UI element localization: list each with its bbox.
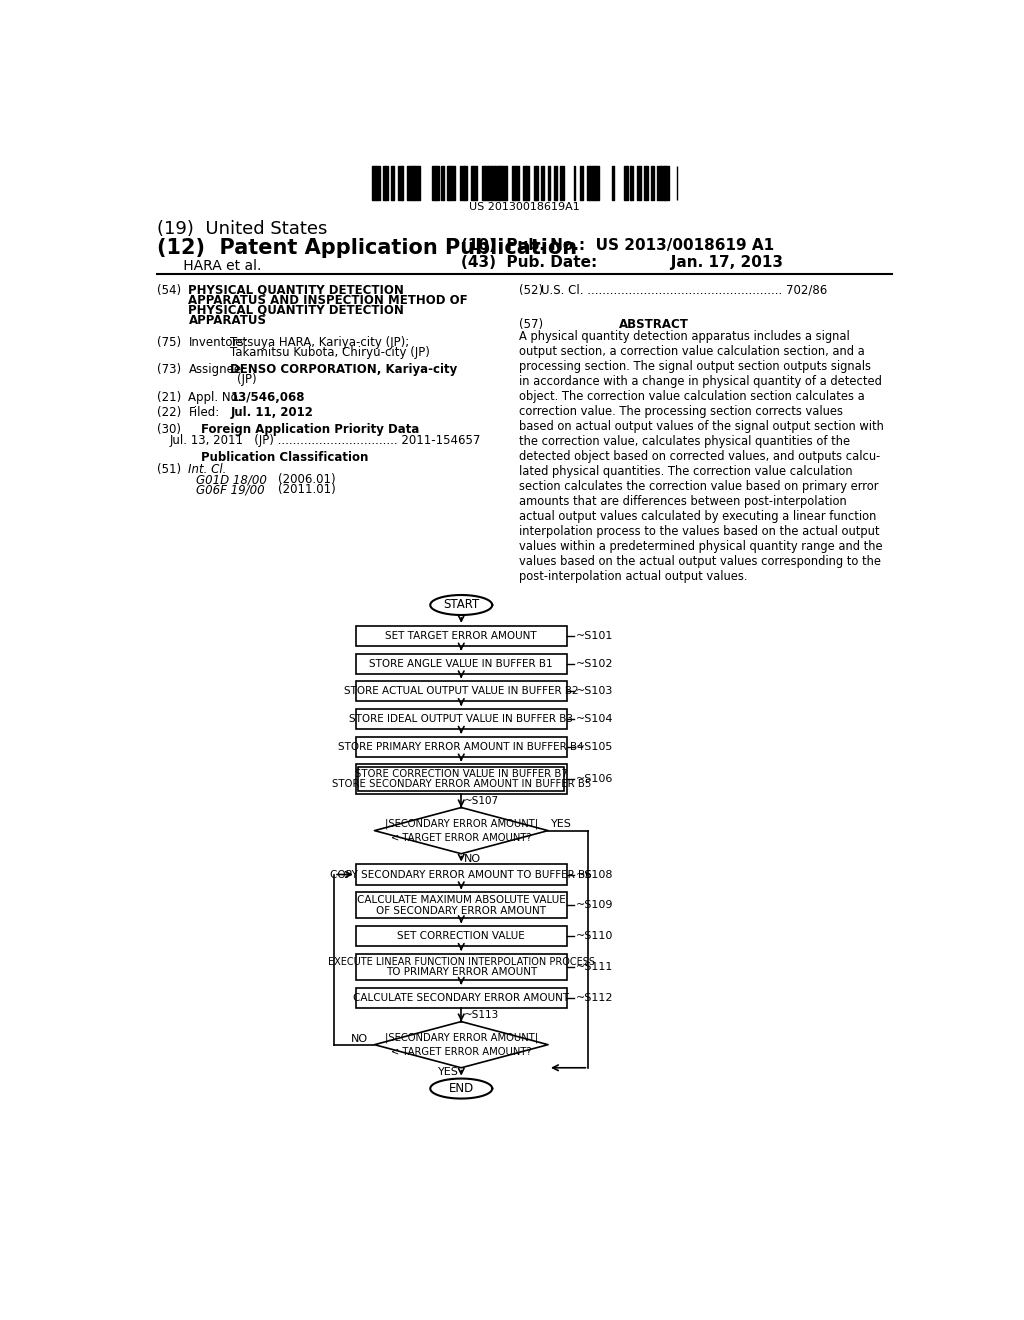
Text: STORE PRIMARY ERROR AMOUNT IN BUFFER B4: STORE PRIMARY ERROR AMOUNT IN BUFFER B4 <box>338 742 584 751</box>
Text: ~S105: ~S105 <box>575 742 613 751</box>
Text: STORE IDEAL OUTPUT VALUE IN BUFFER B3: STORE IDEAL OUTPUT VALUE IN BUFFER B3 <box>349 714 573 723</box>
Polygon shape <box>430 1078 493 1098</box>
Text: G06F 19/00: G06F 19/00 <box>197 483 265 496</box>
Text: ~S112: ~S112 <box>575 993 613 1003</box>
Text: COPY SECONDARY ERROR AMOUNT TO BUFFER B6: COPY SECONDARY ERROR AMOUNT TO BUFFER B6 <box>331 870 592 879</box>
Text: Tetsuya HARA, Kariya-city (JP);: Tetsuya HARA, Kariya-city (JP); <box>230 337 410 350</box>
Text: SET CORRECTION VALUE: SET CORRECTION VALUE <box>397 931 525 941</box>
Text: YES: YES <box>551 820 572 829</box>
Text: Jul. 11, 2012: Jul. 11, 2012 <box>230 407 313 420</box>
Text: HARA et al.: HARA et al. <box>158 259 262 272</box>
Text: STORE ANGLE VALUE IN BUFFER B1: STORE ANGLE VALUE IN BUFFER B1 <box>370 659 553 668</box>
Text: APPARATUS: APPARATUS <box>188 314 266 327</box>
Text: ~S104: ~S104 <box>575 714 613 723</box>
Bar <box>356 737 566 756</box>
Text: (22): (22) <box>158 407 181 420</box>
Text: ~S107: ~S107 <box>464 796 500 807</box>
Text: (2011.01): (2011.01) <box>278 483 335 496</box>
Text: (19)  United States: (19) United States <box>158 220 328 238</box>
Text: START: START <box>443 598 479 611</box>
Polygon shape <box>430 595 493 615</box>
Text: US 20130018619A1: US 20130018619A1 <box>469 202 581 213</box>
Text: Jul. 13, 2011   (JP) ................................ 2011-154657: Jul. 13, 2011 (JP) .....................… <box>170 434 481 447</box>
Text: (51): (51) <box>158 463 181 477</box>
Text: STORE ACTUAL OUTPUT VALUE IN BUFFER B2: STORE ACTUAL OUTPUT VALUE IN BUFFER B2 <box>344 686 579 696</box>
Text: OF SECONDARY ERROR AMOUNT: OF SECONDARY ERROR AMOUNT <box>376 906 546 916</box>
Text: SET TARGET ERROR AMOUNT: SET TARGET ERROR AMOUNT <box>385 631 537 640</box>
Text: EXECUTE LINEAR FUNCTION INTERPOLATION PROCESS: EXECUTE LINEAR FUNCTION INTERPOLATION PR… <box>328 957 595 966</box>
Text: ABSTRACT: ABSTRACT <box>618 318 688 331</box>
Text: ~S106: ~S106 <box>575 774 613 784</box>
Text: A physical quantity detection apparatus includes a signal
output section, a corr: A physical quantity detection apparatus … <box>519 330 885 583</box>
Text: Foreign Application Priority Data: Foreign Application Priority Data <box>201 424 419 437</box>
Text: CALCULATE SECONDARY ERROR AMOUNT: CALCULATE SECONDARY ERROR AMOUNT <box>353 993 569 1003</box>
Text: ~S111: ~S111 <box>575 962 613 972</box>
Text: ~S110: ~S110 <box>575 931 613 941</box>
Text: Takamitsu Kubota, Chiryu-city (JP): Takamitsu Kubota, Chiryu-city (JP) <box>230 346 430 359</box>
Text: NO: NO <box>464 854 481 865</box>
Bar <box>358 767 564 792</box>
Text: |SECONDARY ERROR AMOUNT|: |SECONDARY ERROR AMOUNT| <box>385 1032 538 1043</box>
Bar <box>356 681 566 701</box>
Text: Filed:: Filed: <box>188 407 220 420</box>
Text: NO: NO <box>351 1034 369 1044</box>
Text: (JP): (JP) <box>237 374 256 387</box>
Text: (57): (57) <box>519 318 544 331</box>
Text: (2006.01): (2006.01) <box>278 474 335 486</box>
Text: U.S. Cl. .................................................... 702/86: U.S. Cl. ...............................… <box>541 284 827 297</box>
Text: (21): (21) <box>158 391 181 404</box>
Text: Publication Classification: Publication Classification <box>201 451 369 465</box>
Text: G01D 18/00: G01D 18/00 <box>197 474 267 486</box>
Text: ~S108: ~S108 <box>575 870 613 879</box>
Text: PHYSICAL QUANTITY DETECTION: PHYSICAL QUANTITY DETECTION <box>188 284 404 297</box>
Bar <box>356 709 566 729</box>
Bar <box>356 927 566 946</box>
Text: (12)  Patent Application Publication: (12) Patent Application Publication <box>158 239 578 259</box>
Text: DENSO CORPORATION, Kariya-city: DENSO CORPORATION, Kariya-city <box>230 363 458 376</box>
Text: < TARGET ERROR AMOUNT?: < TARGET ERROR AMOUNT? <box>391 1047 531 1056</box>
Text: ~S113: ~S113 <box>464 1010 500 1020</box>
Text: PHYSICAL QUANTITY DETECTION: PHYSICAL QUANTITY DETECTION <box>188 304 404 317</box>
Text: < TARGET ERROR AMOUNT?: < TARGET ERROR AMOUNT? <box>391 833 531 842</box>
Text: CALCULATE MAXIMUM ABSOLUTE VALUE: CALCULATE MAXIMUM ABSOLUTE VALUE <box>357 895 565 906</box>
Text: (10)  Pub. No.:  US 2013/0018619 A1: (10) Pub. No.: US 2013/0018619 A1 <box>461 239 774 253</box>
Text: ~S102: ~S102 <box>575 659 613 668</box>
Text: ~S103: ~S103 <box>575 686 613 696</box>
Text: (75): (75) <box>158 337 181 350</box>
Text: ~S101: ~S101 <box>575 631 613 640</box>
Text: Int. Cl.: Int. Cl. <box>188 463 227 477</box>
Bar <box>356 764 566 793</box>
Text: TO PRIMARY ERROR AMOUNT: TO PRIMARY ERROR AMOUNT <box>386 968 537 977</box>
Polygon shape <box>375 808 548 854</box>
Text: END: END <box>449 1082 474 1096</box>
Text: STORE CORRECTION VALUE IN BUFFER B7: STORE CORRECTION VALUE IN BUFFER B7 <box>354 768 567 779</box>
Text: Assignee:: Assignee: <box>188 363 246 376</box>
Bar <box>356 987 566 1007</box>
Text: (43)  Pub. Date:              Jan. 17, 2013: (43) Pub. Date: Jan. 17, 2013 <box>461 256 783 271</box>
Bar <box>356 653 566 673</box>
Bar <box>356 626 566 645</box>
Text: 13/546,068: 13/546,068 <box>230 391 305 404</box>
Text: (30): (30) <box>158 424 181 437</box>
Text: (73): (73) <box>158 363 181 376</box>
Text: (52): (52) <box>519 284 544 297</box>
Bar <box>356 892 566 919</box>
Bar <box>356 954 566 979</box>
Text: STORE SECONDARY ERROR AMOUNT IN BUFFER B5: STORE SECONDARY ERROR AMOUNT IN BUFFER B… <box>332 779 591 789</box>
Bar <box>356 865 566 884</box>
Text: YES: YES <box>438 1067 459 1077</box>
Text: (54): (54) <box>158 284 181 297</box>
Polygon shape <box>375 1022 548 1068</box>
Text: Appl. No.:: Appl. No.: <box>188 391 246 404</box>
Text: |SECONDARY ERROR AMOUNT|: |SECONDARY ERROR AMOUNT| <box>385 818 538 829</box>
Text: ~S109: ~S109 <box>575 900 613 911</box>
Text: APPARATUS AND INSPECTION METHOD OF: APPARATUS AND INSPECTION METHOD OF <box>188 294 468 308</box>
Text: Inventors:: Inventors: <box>188 337 248 350</box>
